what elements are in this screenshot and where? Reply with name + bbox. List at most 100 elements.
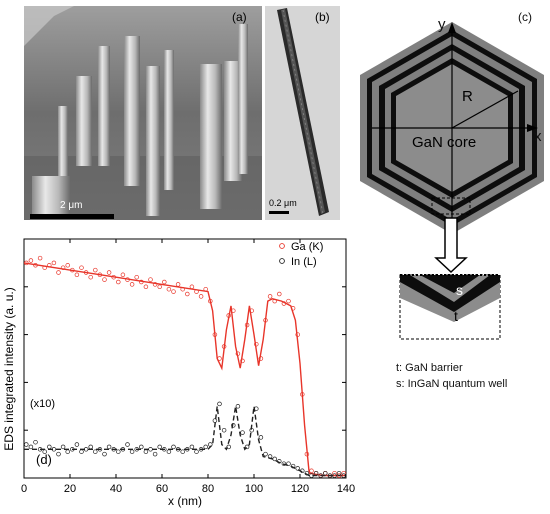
data-point-in: [295, 466, 300, 471]
x-tick-label: 140: [337, 483, 355, 495]
data-point-in: [24, 442, 29, 447]
data-point-in: [323, 470, 328, 476]
data-point-in: [249, 427, 254, 433]
data-point-ga: [111, 274, 116, 280]
data-point-ga: [28, 258, 34, 263]
data-point-in: [231, 423, 236, 428]
data-point-in: [162, 447, 167, 452]
data-point-in: [166, 449, 172, 454]
data-point-ga: [235, 351, 241, 356]
data-point-in: [286, 461, 291, 466]
data-point-ga: [304, 451, 310, 457]
data-point-in: [120, 447, 126, 452]
data-point-in: [185, 447, 190, 452]
data-point-in: [47, 444, 52, 450]
data-point-in: [332, 473, 337, 478]
data-point-ga: [106, 270, 112, 275]
data-point-ga: [129, 282, 135, 287]
data-point-in: [106, 444, 112, 450]
scale-note-x10: (x10): [30, 398, 55, 410]
data-point-in: [212, 418, 218, 423]
x-tick-label: 80: [202, 483, 214, 495]
data-point-in: [65, 449, 70, 454]
data-point-ga: [286, 298, 291, 304]
data-point-in: [226, 444, 231, 450]
data-point-ga: [42, 265, 47, 270]
data-point-in: [180, 449, 185, 454]
x-axis-label: x: [534, 128, 542, 145]
scale-bar-0.2um-label: 0.2 μm: [269, 198, 297, 208]
data-point-ga: [198, 294, 204, 299]
data-point-ga: [143, 284, 149, 290]
data-point-in: [254, 406, 259, 411]
data-point-ga: [175, 282, 181, 287]
data-point-in: [240, 430, 245, 435]
inset-enlarged: [399, 274, 501, 340]
data-point-in: [208, 442, 213, 447]
gan-core-label: GaN core: [412, 134, 477, 151]
data-point-in: [93, 449, 98, 454]
data-point-in: [116, 449, 121, 454]
data-point-in: [309, 473, 314, 478]
scale-bar-2um: [30, 214, 114, 219]
plot-frame: [23, 238, 347, 479]
data-point-in: [175, 447, 181, 452]
data-point-in: [125, 442, 130, 447]
x-tick-label: 100: [245, 483, 263, 495]
data-point-ga: [162, 279, 167, 285]
chart-xlabel: x (nm): [168, 494, 202, 508]
data-point-ga: [212, 332, 218, 337]
data-point-in: [304, 470, 310, 476]
x-tick-label: 20: [64, 483, 76, 495]
data-point-ga: [171, 289, 176, 294]
data-point-ga: [300, 392, 305, 397]
inset-s-label: s: [456, 282, 463, 298]
panel-c-label: (c): [518, 10, 532, 24]
data-point-in: [83, 447, 89, 452]
data-point-ga: [148, 277, 153, 282]
data-point-in: [56, 451, 61, 457]
data-point-ga: [194, 289, 199, 294]
panel-a-label: (a): [232, 10, 247, 24]
data-point-in: [258, 435, 264, 440]
y-axis-label: y: [438, 16, 446, 33]
data-point-in: [263, 451, 268, 457]
data-point-in: [267, 454, 273, 459]
data-point-in: [235, 404, 241, 409]
data-point-ga: [166, 286, 172, 292]
data-point-in: [152, 451, 158, 457]
data-point-in: [336, 470, 342, 476]
data-point-ga: [309, 468, 314, 474]
data-point-ga: [24, 260, 29, 266]
data-point-ga: [263, 318, 268, 323]
data-point-ga: [244, 322, 250, 328]
data-point-in: [290, 463, 296, 469]
down-arrow: [434, 217, 468, 274]
data-point-ga: [47, 263, 52, 268]
data-point-ga: [93, 267, 98, 273]
radius-label: R: [462, 88, 473, 105]
data-point-ga: [97, 272, 103, 278]
data-point-in: [143, 449, 149, 454]
data-point-ga: [281, 301, 287, 306]
data-point-in: [300, 468, 305, 474]
data-point-ga: [208, 298, 213, 304]
data-point-in: [51, 447, 57, 452]
panel-d-label: (d): [36, 452, 52, 467]
scale-bar-2um-label: 2 μm: [60, 200, 83, 211]
inset-t-label: t: [454, 308, 458, 324]
x-tick-label: 120: [291, 483, 309, 495]
data-point-in: [97, 447, 103, 452]
data-point-ga: [120, 272, 126, 278]
data-point-ga: [277, 291, 282, 297]
x-tick-label: 40: [110, 483, 122, 495]
data-point-ga: [254, 341, 259, 347]
legend-well: s: InGaN quantum well: [396, 378, 508, 390]
data-point-in: [189, 444, 195, 450]
data-point-in: [60, 444, 66, 450]
schematic-panel-c: (c) y x R GaN core s t t: GaN barrier s:…: [358, 0, 550, 509]
data-point-ga: [332, 470, 337, 476]
legend-barrier: t: GaN barrier: [396, 362, 463, 374]
data-point-ga: [134, 274, 139, 280]
data-point-in: [148, 447, 153, 452]
